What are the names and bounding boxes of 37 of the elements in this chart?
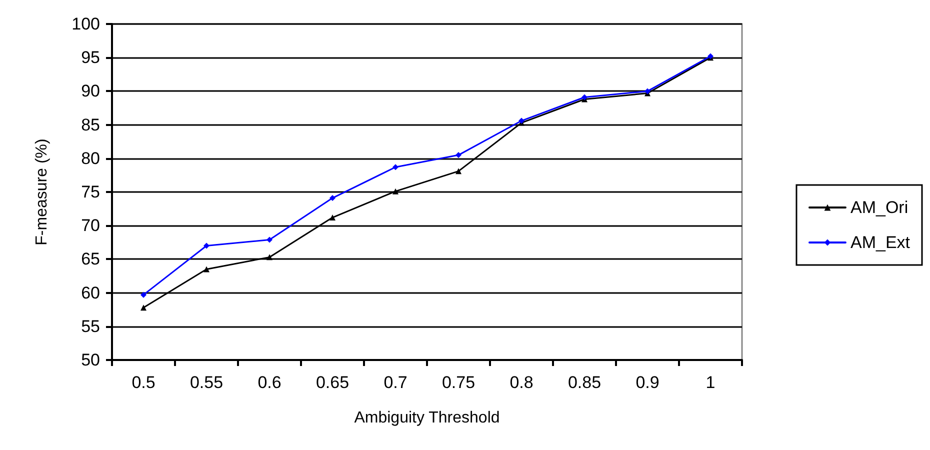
y-axis-title: F-measure (%) xyxy=(34,138,50,246)
point xyxy=(392,188,398,194)
y-tick-label: 55 xyxy=(81,316,100,336)
x-axis-title: Ambiguity Threshold xyxy=(354,410,500,426)
point xyxy=(140,292,146,298)
x-tick-label: 0.6 xyxy=(258,373,282,392)
legend-label: AM_Ext xyxy=(850,233,910,252)
point xyxy=(204,242,210,249)
x-tick-label: 0.65 xyxy=(316,373,350,392)
x-tick-label: 0.55 xyxy=(190,373,224,392)
x-tick-label: 0.85 xyxy=(568,373,602,392)
point xyxy=(140,304,146,311)
y-tick-label: 65 xyxy=(81,250,100,269)
y-tick-label: 60 xyxy=(81,283,100,302)
point xyxy=(456,168,462,174)
x-tick-label: 0.9 xyxy=(636,373,660,392)
y-tick-label: 50 xyxy=(81,350,100,370)
point xyxy=(392,164,398,170)
y-tick-label: 95 xyxy=(81,48,100,68)
y-tick-label: 80 xyxy=(81,148,100,168)
point xyxy=(456,152,462,158)
x-tick-label: 0.8 xyxy=(510,373,534,392)
y-tick-label: 75 xyxy=(81,182,100,202)
point xyxy=(204,266,210,272)
x-tick-label: 0.75 xyxy=(442,373,476,392)
y-tick-label: 85 xyxy=(81,115,100,134)
point xyxy=(330,195,336,202)
x-tick-label: 1 xyxy=(706,373,716,392)
x-tick-label: 0.5 xyxy=(132,373,156,392)
x-tick-label: 0.7 xyxy=(384,373,408,392)
point xyxy=(266,236,272,243)
y-tick-label: 70 xyxy=(81,216,100,236)
y-tick-label: 90 xyxy=(81,82,100,101)
y-tick-label: 100 xyxy=(72,14,100,34)
point xyxy=(330,214,336,221)
legend-label: AM_Ori xyxy=(850,198,908,217)
point xyxy=(266,254,272,260)
